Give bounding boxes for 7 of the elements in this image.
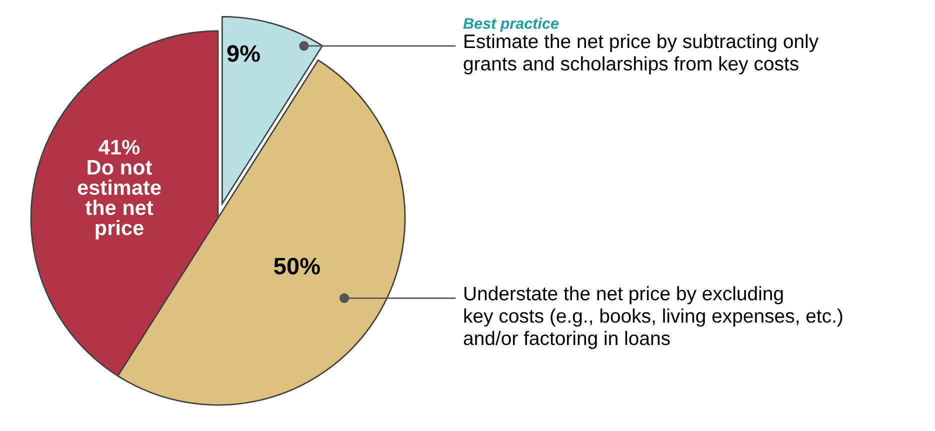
slice-label: Estimate the net price by subtracting only grants and scholarships from key costs xyxy=(464,34,819,74)
slice-label: Understate the net price by excluding key costs (e.g., books, living expenses, etc.) and/or factoring in loans xyxy=(464,286,842,349)
data-label: 50% xyxy=(274,258,320,274)
data-label: 41% xyxy=(98,140,140,155)
slice-label: Do not estimate the net price xyxy=(78,160,161,240)
text: Best practice xyxy=(463,18,559,32)
data-label: 9% xyxy=(227,45,260,62)
